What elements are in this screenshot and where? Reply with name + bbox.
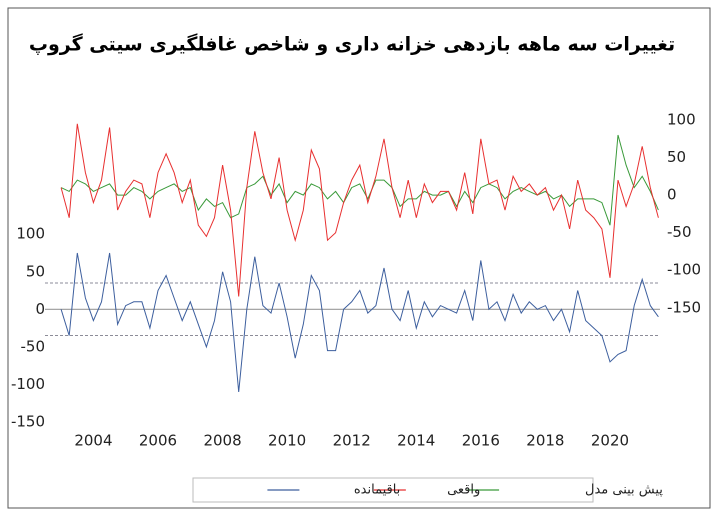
series-line	[60, 123, 659, 297]
legend-label: باقیمانده	[354, 483, 400, 498]
y2-tick-label: 0	[667, 186, 677, 204]
y-tick-label: -50	[21, 337, 46, 355]
x-tick-label: 2004	[74, 432, 112, 450]
x-tick-label: 2006	[139, 432, 177, 450]
chart-border	[7, 7, 711, 509]
y2-tick-label: -150	[667, 298, 701, 316]
x-tick-label: 2018	[526, 432, 564, 450]
x-tick-label: 2016	[462, 432, 500, 450]
x-tick-label: 2008	[203, 432, 241, 450]
y-tick-label: 0	[35, 300, 45, 318]
series-line	[60, 134, 659, 226]
series-line	[60, 252, 659, 393]
y2-tick-label: -50	[667, 223, 692, 241]
x-tick-label: 2010	[268, 432, 306, 450]
y-tick-label: 50	[26, 262, 45, 280]
y-tick-label: 100	[16, 225, 45, 243]
y-tick-label: -100	[11, 375, 45, 393]
y2-tick-label: 100	[667, 111, 696, 129]
legend-label: پیش بینی مدل	[585, 483, 663, 498]
chart-title: تغییرات سه ماهه بازدهی خزانه داری و شاخص…	[29, 33, 675, 56]
y-tick-label: -150	[11, 413, 45, 431]
y2-tick-label: 50	[667, 148, 686, 166]
x-tick-label: 2014	[397, 432, 435, 450]
y2-tick-label: -100	[667, 261, 701, 279]
x-tick-label: 2012	[333, 432, 371, 450]
legend-label: واقعی	[447, 483, 480, 498]
x-tick-label: 2020	[591, 432, 629, 450]
